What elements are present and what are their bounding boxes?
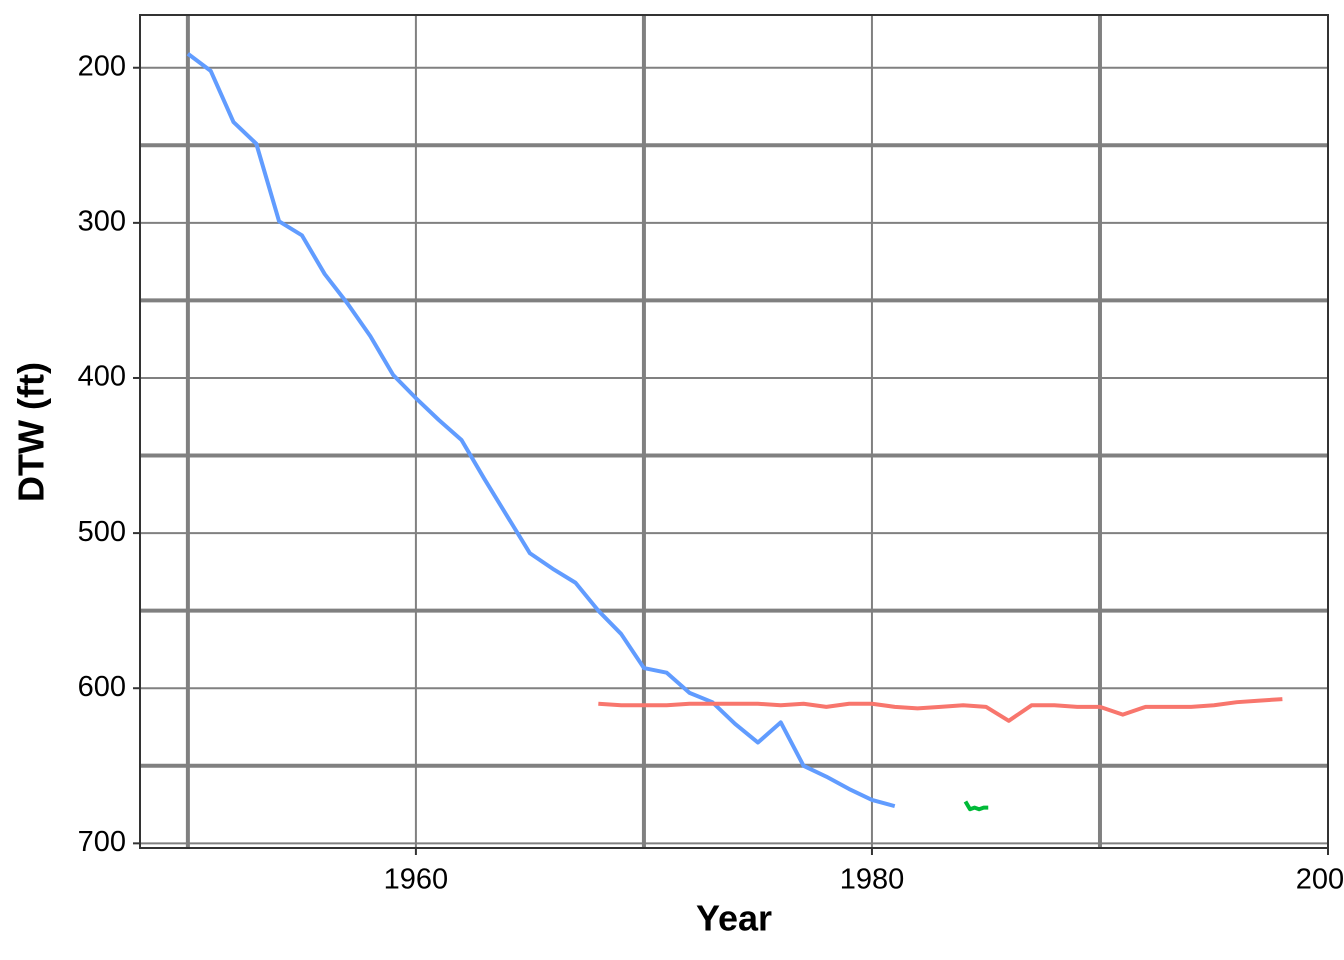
data-line (598, 697, 1283, 723)
y-tick-label: 500 (78, 516, 126, 548)
y-axis-title: DTW (ft) (11, 362, 52, 502)
y-tick-label: 200 (78, 50, 126, 82)
y-tick-label: 400 (78, 361, 126, 393)
y-tick-label: 700 (78, 826, 126, 858)
x-tick-label: 2000 (1296, 864, 1344, 896)
data-line (186, 52, 896, 809)
y-tick-label: 600 (78, 671, 126, 703)
x-axis-title: Year (696, 898, 772, 939)
data-line (963, 800, 989, 812)
panel-border (139, 14, 1329, 849)
y-tick-label: 300 (78, 206, 126, 238)
x-tick-label: 1960 (384, 864, 449, 896)
x-tick-label: 1980 (840, 864, 905, 896)
